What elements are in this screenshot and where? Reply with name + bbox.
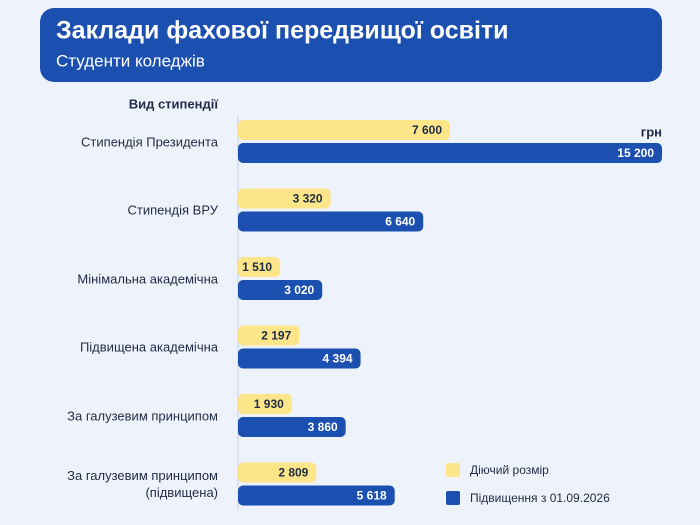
value-label: 2 197 — [261, 329, 291, 343]
category-label: Мінімальна академічна — [77, 271, 218, 286]
bar — [238, 485, 395, 506]
value-label: 15 200 — [617, 146, 654, 160]
bar — [238, 462, 317, 483]
value-label: 1 930 — [254, 397, 284, 411]
unit-label: грн — [641, 124, 662, 139]
value-label: 6 640 — [385, 215, 415, 229]
bar — [238, 188, 331, 209]
value-label: 3 860 — [308, 420, 338, 434]
bar — [238, 348, 361, 369]
legend-swatch — [446, 491, 460, 505]
category-label: Підвищена академічна — [79, 339, 218, 355]
legend-label: Діючий розмір — [470, 463, 549, 477]
chart-subtitle: Студенти коледжів — [56, 51, 205, 70]
category-label: Стипендія ВРУ — [127, 202, 219, 218]
value-label: 2 809 — [278, 466, 308, 480]
value-label: 3 320 — [293, 192, 323, 206]
bar — [238, 257, 281, 277]
bar — [238, 325, 300, 346]
category-header: Вид стипендії — [129, 96, 219, 111]
bar — [238, 280, 323, 300]
category-label: За галузевим принципом (підвищена) — [67, 468, 218, 500]
legend-swatch — [446, 463, 460, 477]
bar — [238, 394, 292, 414]
bar — [238, 143, 662, 163]
value-label: 1 510 — [242, 260, 272, 274]
header-box — [40, 8, 662, 82]
category-label: Стипендія Президента — [81, 134, 218, 149]
value-label: 7 600 — [412, 123, 442, 137]
value-label: 5 618 — [357, 489, 387, 503]
bar — [238, 417, 346, 437]
bar — [238, 120, 450, 140]
value-label: 3 020 — [284, 283, 314, 297]
category-label: За галузевим принципом — [67, 408, 218, 423]
legend-label: Підвищення з 01.09.2026 — [470, 491, 610, 505]
value-label: 4 394 — [323, 352, 353, 366]
bar — [238, 211, 424, 232]
chart-title: Заклади фахової передвищої освіти — [56, 17, 509, 45]
